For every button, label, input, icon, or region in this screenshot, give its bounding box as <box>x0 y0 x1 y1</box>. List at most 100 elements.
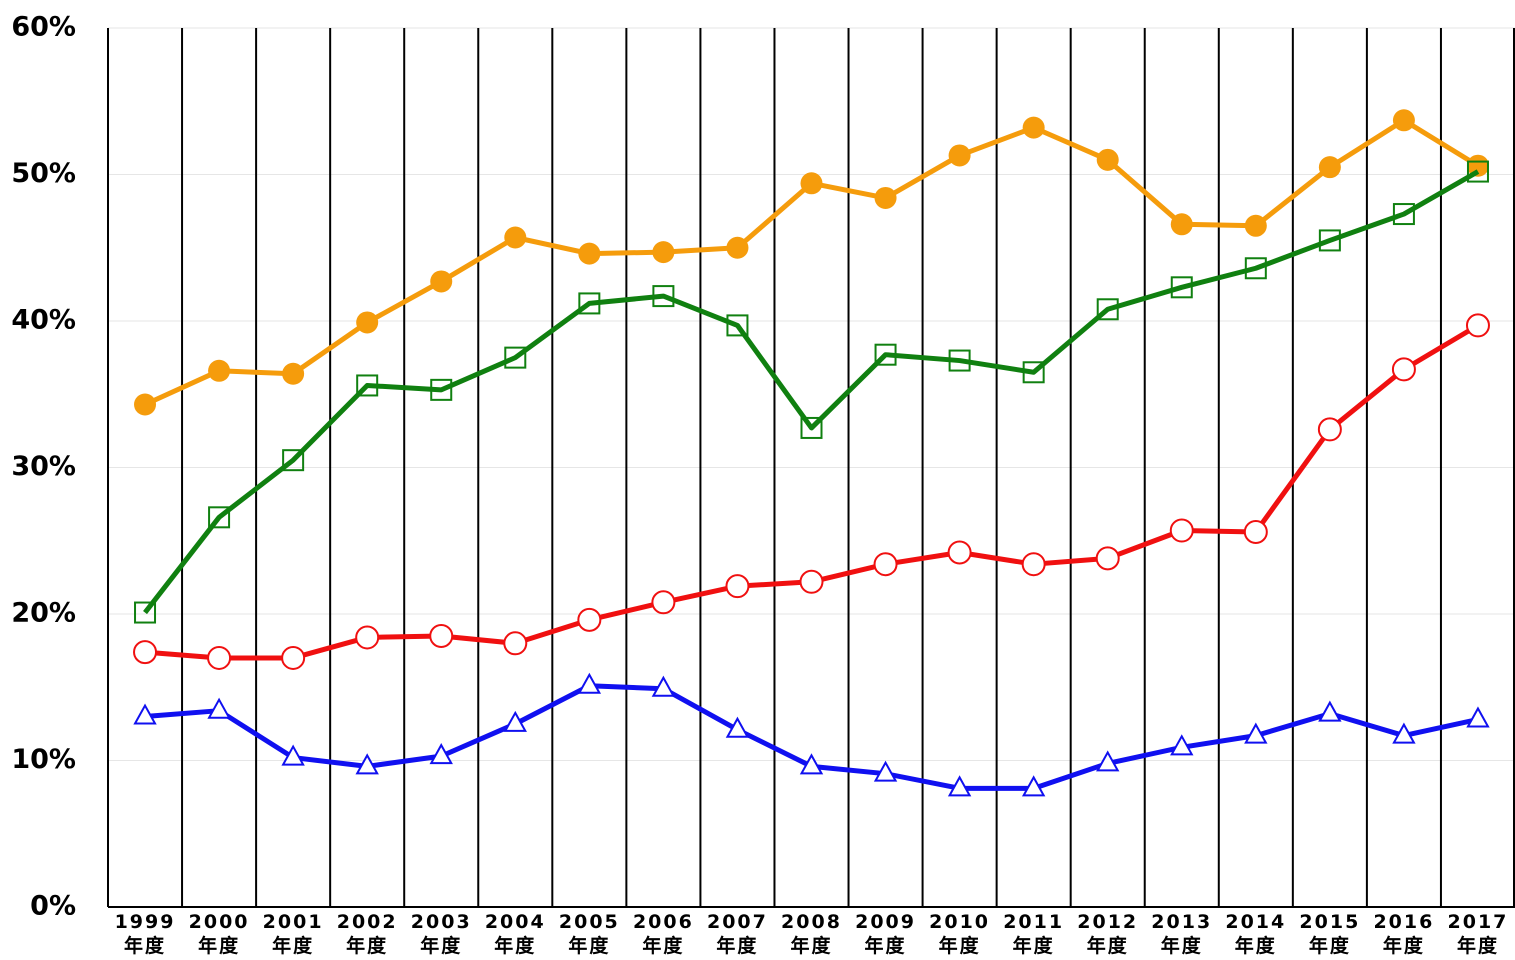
x-tick-label: 2006年度 <box>632 911 694 957</box>
marker <box>282 362 305 385</box>
y-tick-label: 60% <box>11 12 76 43</box>
marker <box>1466 160 1489 183</box>
marker <box>651 590 676 615</box>
marker <box>504 226 527 249</box>
marker <box>1244 214 1267 237</box>
marker <box>1392 722 1416 744</box>
marker <box>504 346 527 369</box>
marker <box>429 623 454 648</box>
marker <box>726 314 749 337</box>
y-tick-label: 20% <box>11 598 76 629</box>
y-tick-label: 40% <box>11 305 76 336</box>
marker <box>133 703 157 725</box>
marker <box>652 285 675 308</box>
marker <box>725 574 750 599</box>
x-tick-label: 2011年度 <box>1003 911 1065 957</box>
marker <box>947 540 972 565</box>
series-line <box>144 323 1480 661</box>
marker <box>429 743 453 765</box>
marker <box>1244 722 1268 744</box>
marker <box>134 601 157 624</box>
marker <box>948 144 971 167</box>
marker <box>1170 276 1193 299</box>
marker <box>207 697 231 719</box>
marker <box>207 645 232 670</box>
marker <box>355 625 380 650</box>
marker <box>281 645 306 670</box>
marker <box>1022 116 1045 139</box>
marker <box>1317 417 1342 442</box>
marker <box>800 416 823 439</box>
marker <box>1318 229 1341 252</box>
marker <box>874 343 897 366</box>
marker <box>133 640 158 665</box>
marker <box>1169 518 1194 543</box>
marker <box>281 744 305 766</box>
marker <box>1392 109 1415 132</box>
x-tick-label: 2010年度 <box>929 911 991 957</box>
x-tick-label: 1999年度 <box>114 911 176 957</box>
series-line <box>143 169 1480 615</box>
marker <box>578 292 601 315</box>
marker <box>578 242 601 265</box>
marker <box>799 569 824 594</box>
marker <box>577 607 602 632</box>
y-tick-label: 0% <box>30 891 76 922</box>
marker <box>1244 257 1267 280</box>
marker <box>355 753 379 775</box>
x-tick-label: 2003年度 <box>410 911 472 957</box>
marker <box>1096 298 1119 321</box>
marker <box>1096 148 1119 171</box>
marker <box>430 270 453 293</box>
marker <box>1095 546 1120 571</box>
x-tick-label: 2017年度 <box>1447 911 1509 957</box>
x-tick-label: 2012年度 <box>1077 911 1139 957</box>
marker <box>503 710 527 732</box>
marker <box>947 775 972 797</box>
marker <box>208 506 231 529</box>
marker <box>577 672 602 694</box>
marker <box>356 311 379 334</box>
marker <box>356 374 379 397</box>
marker <box>651 675 676 697</box>
marker <box>1465 313 1490 338</box>
marker <box>1466 154 1489 177</box>
marker <box>282 449 305 472</box>
marker <box>726 236 749 259</box>
x-tick-label: 2016年度 <box>1373 911 1435 957</box>
x-tick-label: 2007年度 <box>706 911 768 957</box>
x-tick-label: 2002年度 <box>336 911 398 957</box>
marker <box>1096 750 1120 772</box>
marker <box>799 753 824 775</box>
marker <box>134 393 157 416</box>
y-tick-label: 30% <box>11 451 76 482</box>
x-tick-label: 2005年度 <box>558 911 620 957</box>
x-tick-label: 2014年度 <box>1225 911 1287 957</box>
marker <box>430 378 453 401</box>
marker <box>1170 213 1193 236</box>
marker <box>208 359 231 382</box>
marker <box>1466 706 1490 728</box>
marker <box>873 760 898 782</box>
y-tick-label: 10% <box>11 744 76 775</box>
marker <box>725 716 750 738</box>
marker <box>503 631 528 656</box>
marker <box>1243 519 1268 544</box>
marker <box>1170 734 1194 756</box>
marker <box>1021 775 1046 797</box>
marker <box>1391 357 1416 382</box>
marker <box>1392 203 1415 226</box>
marker <box>652 241 675 264</box>
marker <box>1022 361 1045 384</box>
marker <box>800 172 823 195</box>
marker <box>1318 156 1341 179</box>
marker <box>1318 700 1342 722</box>
x-tick-label: 2000年度 <box>188 911 250 957</box>
x-tick-label: 2001年度 <box>262 911 324 957</box>
x-tick-label: 2013年度 <box>1151 911 1213 957</box>
marker <box>874 186 897 209</box>
x-tick-label: 2015年度 <box>1299 911 1361 957</box>
x-tick-label: 2008年度 <box>781 911 842 957</box>
